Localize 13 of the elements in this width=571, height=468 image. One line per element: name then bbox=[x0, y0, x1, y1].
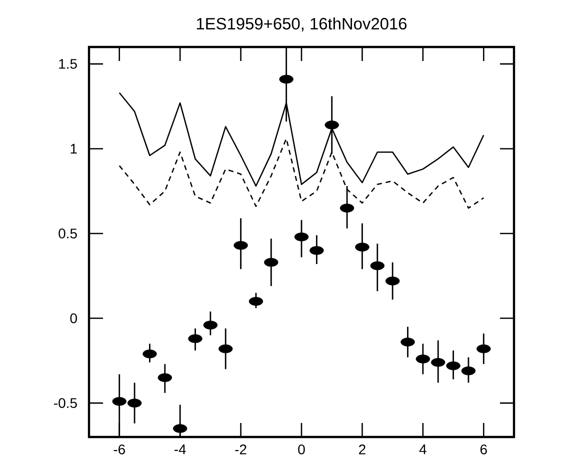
y-tick-label: -0.5 bbox=[54, 398, 77, 408]
y-tick-label: 0.5 bbox=[58, 228, 77, 238]
x-tick-label: 4 bbox=[419, 444, 426, 454]
y-tick-label: 1 bbox=[70, 144, 77, 154]
y-tick-label: 1.5 bbox=[59, 59, 77, 69]
x-tick-label: -2 bbox=[235, 444, 246, 454]
x-tick-label: 0 bbox=[298, 444, 305, 454]
y-tick-label: 0 bbox=[70, 313, 77, 324]
x-tick-label: 2 bbox=[359, 444, 366, 454]
x-tick-label: -4 bbox=[174, 444, 186, 454]
x-tick-label: 6 bbox=[480, 444, 487, 454]
x-tick-label: -6 bbox=[114, 444, 125, 454]
chart-title: 1ES1959+650, 16thNov2016 bbox=[196, 17, 407, 32]
